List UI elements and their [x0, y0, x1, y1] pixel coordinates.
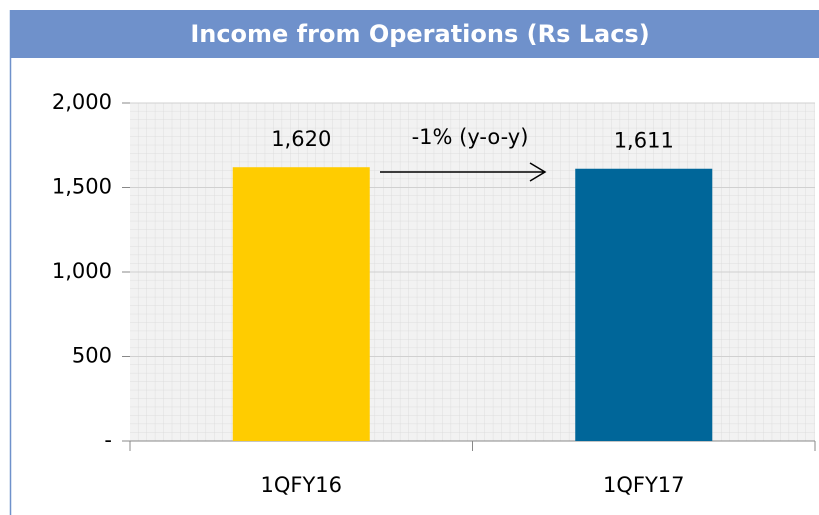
y-tick-label: 2,000 — [52, 90, 112, 114]
x-tick-label: 1QFY16 — [260, 473, 342, 497]
y-tick-label: 1,500 — [52, 175, 112, 199]
value-label: 1,620 — [271, 127, 331, 151]
y-tick-label: 500 — [72, 344, 112, 368]
bar — [232, 167, 370, 441]
x-tick-label: 1QFY17 — [603, 473, 685, 497]
annotation: -1% (y-o-y) — [412, 125, 529, 149]
bar — [575, 168, 713, 441]
y-tick-label: - — [104, 428, 112, 452]
plot: - 500 1,000 1,500 2,000 1QFY16 1,620 1QFY17 1,61… — [52, 90, 816, 497]
chart-title: Income from Operations (Rs Lacs) — [190, 20, 649, 48]
title-band — [10, 10, 819, 58]
value-label: 1,611 — [614, 129, 674, 153]
annotation-arrow — [380, 162, 547, 182]
y-tick-label: 1,000 — [52, 259, 112, 283]
